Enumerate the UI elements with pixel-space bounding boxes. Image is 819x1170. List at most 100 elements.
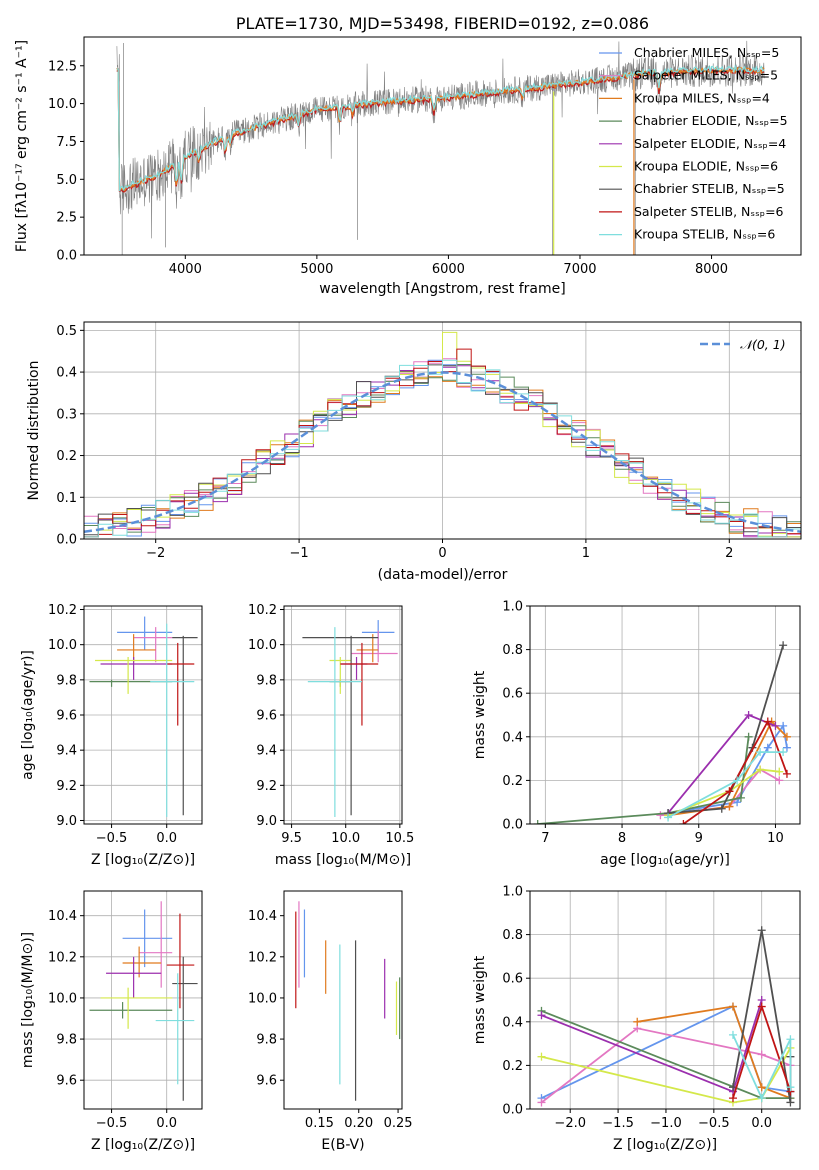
grid-lines — [284, 606, 402, 824]
weight-line — [732, 1034, 792, 1101]
axes-frame: 0.15 0.20 0.25 9.6 9.8 10.0 10.2 10.4 E(B-V) — [248, 890, 413, 1153]
weight-marker — [725, 802, 734, 811]
y-axis-label: age [log₁₀(age/yr)] — [20, 650, 36, 780]
weight-line — [667, 768, 780, 817]
y-tick-label: 10.2 — [48, 603, 77, 618]
y-axis-label: mass [log₁₀(M/M⊙)] — [20, 932, 36, 1068]
y-tick-label: 9.6 — [56, 709, 77, 724]
x-tick-label: −1.5 — [602, 1116, 634, 1131]
y-tick-label: 9.4 — [256, 744, 277, 759]
y-tick-label: 0.4 — [502, 730, 523, 745]
weight-marker — [763, 717, 772, 726]
x-tick-label: 5000 — [300, 262, 333, 277]
plot-area — [116, 40, 765, 255]
errorbar-point — [172, 635, 198, 816]
y-tick-label: 10.4 — [48, 909, 77, 924]
grid-lines — [530, 605, 800, 825]
x-tick-label: 0.20 — [344, 1116, 373, 1131]
weight-marker — [537, 1098, 546, 1107]
weight-marker — [756, 748, 765, 757]
mass-vs-extinction-panel: 0.15 0.20 0.25 9.6 9.8 10.0 10.2 10.4 E(B-V) — [248, 890, 413, 1153]
errorbar-point — [155, 973, 195, 1085]
weight-marker — [537, 1011, 546, 1020]
plot-area — [89, 616, 198, 817]
weight-series — [728, 1030, 795, 1103]
y-tick-label: 0.6 — [502, 687, 523, 702]
weight-marker — [664, 813, 673, 822]
y-tick-label: 10.2 — [248, 950, 277, 965]
weight-marker — [744, 711, 753, 719]
axes-frame: 9.5 10.0 10.5 9.0 9.2 9.4 9.6 9.8 10.0 10.2 mass [… — [248, 603, 414, 868]
y-tick-label: 0.4 — [502, 1015, 523, 1030]
axes-border — [529, 605, 801, 825]
plot-area — [537, 926, 795, 1107]
errorbar-point — [302, 635, 379, 816]
weight-marker — [756, 765, 765, 774]
errorbar-point — [166, 913, 195, 1009]
x-axis-label: wavelength [Angstrom, rest frame] — [319, 281, 565, 297]
y-tick-label: 10.0 — [48, 97, 77, 112]
y-tick-label: 2.5 — [56, 211, 77, 226]
x-tick-label: 2 — [725, 546, 733, 561]
legend: 𝒩(0, 1) — [700, 337, 786, 352]
legend-label: Salpeter ELODIE, Nₛₛₚ=4 — [634, 136, 786, 151]
x-tick-label: −0.5 — [96, 1116, 128, 1131]
errorbar-point — [106, 956, 162, 998]
weight-marker — [757, 1002, 766, 1011]
y-tick-label: 0.1 — [56, 491, 77, 506]
weight-marker — [679, 820, 688, 824]
weight-marker — [757, 926, 766, 935]
y-tick-label: 9.8 — [256, 1033, 277, 1048]
legend-label: Salpeter MILES, Nₛₛₚ=5 — [634, 68, 778, 83]
x-tick-label: 0.15 — [305, 1116, 334, 1131]
weight-marker — [725, 787, 734, 796]
y-tick-label: 9.8 — [56, 1033, 77, 1048]
y-tick-label: 9.0 — [56, 814, 77, 829]
x-tick-label: −1 — [290, 546, 309, 561]
x-tick-label: 0 — [438, 546, 446, 561]
weight-marker — [775, 767, 784, 776]
x-axis-label: mass [log₁₀(M/M⊙)] — [275, 852, 411, 868]
x-tick-label: 6000 — [432, 262, 465, 277]
x-tick-label: −0.5 — [96, 831, 128, 846]
weight-marker — [717, 804, 726, 813]
legend-label: Chabrier MILES, Nₛₛₚ=5 — [634, 45, 779, 60]
errorbar-point — [117, 616, 173, 650]
weight-marker — [744, 732, 753, 741]
y-tick-label: 0.0 — [56, 533, 77, 548]
weight-line — [541, 1047, 792, 1104]
y-tick-label: 10.4 — [248, 909, 277, 924]
y-tick-label: 9.4 — [56, 744, 77, 759]
errorbar-point — [122, 909, 173, 968]
weight-marker — [779, 641, 788, 650]
x-tick-label: 9 — [695, 831, 703, 846]
weight-marker — [782, 732, 791, 741]
residuals-panel: −2 −1 0 1 2 0.0 0.1 0.2 0.3 0.4 0.5 (data-model)/er… — [26, 321, 802, 583]
errorbar-point — [351, 630, 398, 663]
y-tick-label: 1.0 — [502, 600, 523, 615]
weight-marker — [757, 1094, 766, 1103]
y-tick-label: 10.0 — [48, 991, 77, 1006]
x-tick-label: −2 — [146, 546, 165, 561]
grid-lines — [84, 606, 202, 824]
y-tick-label: 0.2 — [502, 774, 523, 789]
plot-area — [84, 331, 801, 539]
weight-line — [668, 644, 784, 814]
axes-border — [283, 890, 403, 1110]
y-tick-label: 0.4 — [56, 366, 77, 381]
y-tick-label: 9.6 — [256, 709, 277, 724]
y-tick-label: 0.2 — [56, 449, 77, 464]
weight-line — [540, 1027, 791, 1104]
y-tick-label: 12.5 — [48, 59, 77, 74]
weight-marker — [775, 776, 784, 785]
x-tick-label: 7 — [541, 831, 549, 846]
legend-label: Kroupa ELODIE, Nₛₛₚ=6 — [634, 159, 778, 174]
errorbar-point — [172, 956, 198, 1101]
x-tick-label: −2.0 — [554, 1116, 586, 1131]
y-tick-label: 10.0 — [48, 638, 77, 653]
y-tick-label: 0.5 — [56, 324, 77, 339]
legend-label: Chabrier STELIB, Nₛₛₚ=5 — [634, 181, 785, 196]
y-tick-label: 9.2 — [56, 779, 77, 794]
residual-histogram — [84, 359, 801, 539]
weight-vs-metallicity-panel: −2.0 −1.5 −1.0 −0.5 0.0 0.0 0.2 0.4 0.6 0.8 1.0 Z [… — [472, 885, 801, 1153]
